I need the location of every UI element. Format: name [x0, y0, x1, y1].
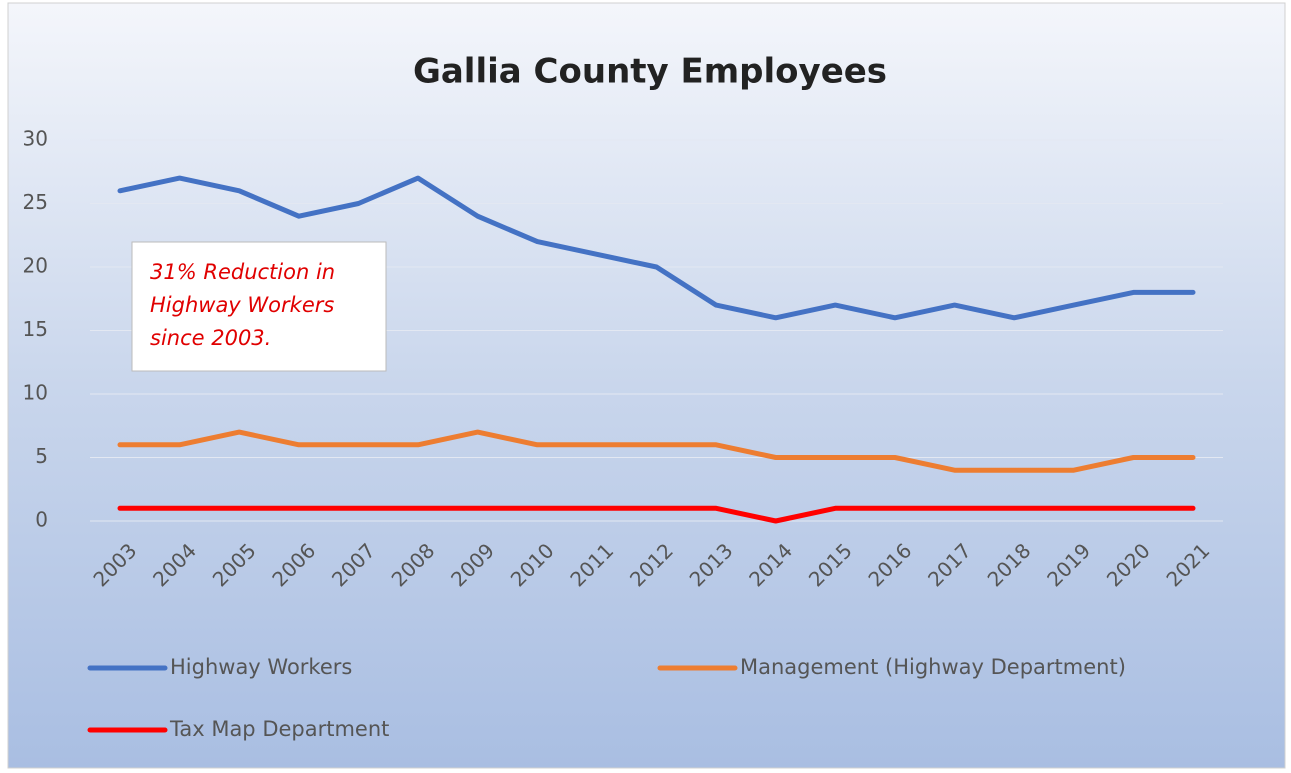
annotation-text: since 2003. — [150, 326, 271, 350]
annotation-box — [131, 241, 387, 372]
data-line — [117, 429, 1196, 473]
legend-label: Highway Workers — [170, 655, 352, 679]
annotation-text: Highway Workers — [150, 293, 334, 317]
y-tick-label: 5 — [35, 444, 48, 468]
legend-label: Tax Map Department — [169, 717, 389, 741]
data-line — [117, 505, 1196, 524]
y-tick-label: 10 — [23, 381, 48, 405]
y-tick-label: 15 — [23, 317, 48, 341]
y-tick-label: 30 — [23, 127, 48, 151]
legend-label: Management (Highway Department) — [740, 655, 1126, 679]
chart-background — [7, 2, 1286, 769]
y-tick-label: 0 — [35, 508, 48, 532]
annotation-text: 31% Reduction in — [150, 260, 335, 284]
y-tick-label: 25 — [23, 190, 48, 214]
data-line — [117, 175, 1196, 321]
y-tick-label: 20 — [23, 254, 48, 278]
chart-title: Gallia County Employees — [413, 52, 887, 92]
